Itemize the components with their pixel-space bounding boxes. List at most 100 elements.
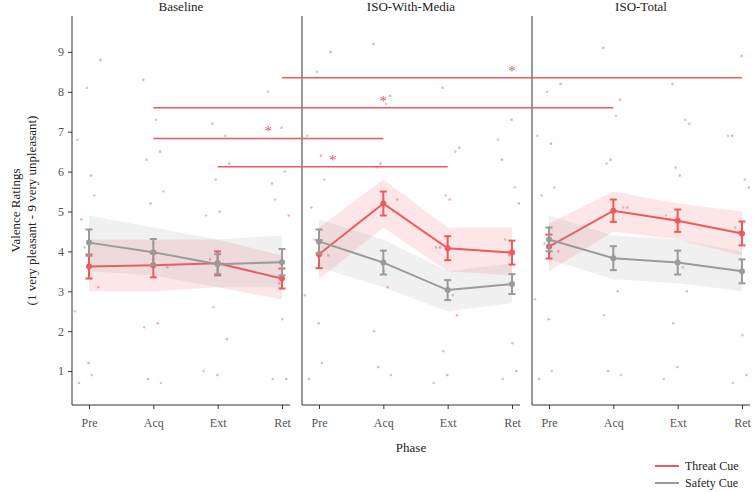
error-bar-cap <box>86 255 93 257</box>
x-tick-label: Acq <box>374 416 394 430</box>
raw-point <box>389 94 392 97</box>
y-tick: 8 <box>58 85 72 99</box>
raw-point <box>228 162 231 165</box>
y-axis <box>532 16 533 405</box>
raw-point <box>553 186 556 189</box>
x-tick-mark <box>549 405 550 409</box>
raw-point <box>518 202 521 205</box>
raw-point <box>536 134 539 137</box>
raw-point <box>218 210 221 213</box>
comparison-label: * <box>380 93 388 109</box>
raw-point <box>202 370 205 373</box>
x-tick: Ret <box>504 405 521 430</box>
raw-point <box>224 134 227 137</box>
raw-point <box>511 342 514 345</box>
raw-point <box>619 98 622 101</box>
error-bar <box>444 280 451 300</box>
error-bar-cap <box>674 274 681 276</box>
raw-point <box>620 374 623 377</box>
plot-area <box>304 43 520 385</box>
raw-point <box>160 382 163 385</box>
error-bar-cap <box>380 191 387 193</box>
raw-point <box>609 158 612 161</box>
raw-point <box>538 378 541 381</box>
raw-point <box>534 298 537 301</box>
raw-point <box>740 55 743 58</box>
mean-point <box>316 238 322 244</box>
mean-point <box>739 268 745 274</box>
raw-point <box>214 178 217 181</box>
mean-point <box>509 281 515 287</box>
error-bar-cap <box>214 253 221 255</box>
error-bar <box>214 254 221 274</box>
y-axis-title: (1 very pleasant - 9 very unpleasant) <box>24 116 39 306</box>
x-tick-label: Acq <box>144 416 164 430</box>
raw-point <box>684 118 687 121</box>
error-bar-cap <box>509 240 516 242</box>
x-tick: Acq <box>374 405 394 430</box>
raw-point <box>442 350 445 353</box>
raw-point <box>688 122 691 125</box>
error-bar-cap <box>150 238 157 240</box>
raw-point <box>267 91 270 94</box>
raw-point <box>373 330 376 333</box>
raw-point <box>90 174 93 177</box>
x-tick: Ext <box>440 405 457 430</box>
y-tick-mark <box>68 251 72 252</box>
raw-point <box>448 198 451 201</box>
x-tick: Pre <box>82 405 98 430</box>
raw-point <box>744 178 747 181</box>
error-bar <box>509 241 516 265</box>
x-tick: Pre <box>542 405 558 430</box>
x-tick-mark <box>383 405 384 409</box>
raw-point <box>211 122 214 125</box>
y-axis: 123456789 <box>58 16 72 405</box>
series-line <box>89 243 282 265</box>
comparison-label: * <box>329 152 337 168</box>
raw-point <box>504 238 507 241</box>
raw-point <box>678 174 681 177</box>
ribbon <box>319 219 512 311</box>
raw-point <box>456 314 459 317</box>
error-bar <box>674 251 681 275</box>
y-tick-label: 8 <box>58 85 64 99</box>
x-axis-title: Phase <box>396 440 427 455</box>
error-bar-cap <box>674 209 681 211</box>
raw-point <box>288 214 291 217</box>
raw-point <box>285 378 288 381</box>
error-bar-cap <box>674 250 681 252</box>
error-bar-cap <box>444 235 451 237</box>
mean-point <box>546 236 552 242</box>
raw-point <box>435 246 438 249</box>
mean-point <box>509 250 515 256</box>
ribbon <box>89 215 282 287</box>
legend-swatch <box>655 465 679 467</box>
mean-point <box>610 255 616 261</box>
raw-point <box>671 83 674 86</box>
x-tick: Ret <box>734 405 751 430</box>
raw-point <box>99 59 102 62</box>
raw-point <box>91 374 94 377</box>
raw-point <box>452 294 455 297</box>
x-tick: Acq <box>604 405 624 430</box>
error-bar-cap <box>279 274 286 276</box>
raw-point <box>271 182 274 185</box>
error-bar-cap <box>214 273 221 275</box>
error-bar <box>86 229 93 255</box>
raw-point <box>143 326 146 329</box>
comparison-label: * <box>265 123 273 139</box>
panel-title: Baseline <box>159 0 204 14</box>
raw-point <box>514 186 517 189</box>
raw-point <box>454 150 457 153</box>
error-bar-cap <box>546 226 553 228</box>
y-tick-label: 7 <box>58 125 64 139</box>
x-tick-mark <box>678 405 679 409</box>
error-bar <box>316 229 323 253</box>
y-tick-mark <box>68 211 72 212</box>
x-tick-label: Ret <box>274 416 291 430</box>
raw-point <box>748 186 751 189</box>
series-line <box>319 241 512 290</box>
x-tick-mark <box>282 405 283 409</box>
raw-point <box>216 374 219 377</box>
raw-point <box>226 338 229 341</box>
